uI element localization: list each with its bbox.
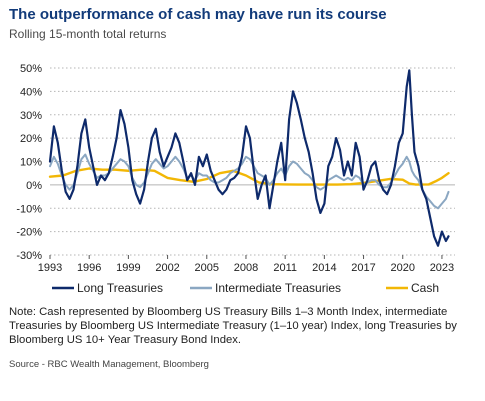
x-tick-label: 2020 [390,262,414,274]
x-tick-label: 2002 [155,262,179,274]
x-tick-label: 2008 [234,262,258,274]
y-axis-ticks: -30% -20% -10% 0% 10% 20% 30% 40% 50% [16,63,42,262]
y-tick-label: 0% [26,180,42,192]
series-line-intermediate-treasuries [49,153,450,210]
y-tick-label: 10% [20,157,42,169]
y-tick-label: 40% [20,86,42,98]
series-line-long-treasuries [48,69,450,247]
chart-source: Source - RBC Wealth Management, Bloomber… [9,359,209,370]
legend-label: Long Treasuries [77,281,163,295]
x-tick-label: 2014 [312,262,336,274]
y-tick-label: -20% [16,227,42,239]
y-tick-label: -10% [16,203,42,215]
line-chart: -30%-20%-10%0%10%20%30%40%50% 1993 1996 19… [16,63,455,295]
chart-note: Note: Cash represented by Bloomberg US T… [9,306,457,346]
y-tick-label: -30% [16,250,42,262]
x-tick-label: 2005 [195,262,219,274]
y-tick-label: 50% [20,63,42,75]
y-tick-label: 30% [20,110,42,122]
legend-label: Intermediate Treasuries [215,281,341,295]
x-tick-label: 2023 [430,262,454,274]
chart-title: The outperformance of cash may have run … [9,6,387,23]
x-tick-label: 2011 [273,262,297,274]
grid-lines [50,67,455,256]
y-tick-label: 20% [20,133,42,145]
x-tick-label: 2017 [351,262,375,274]
chart-legend: Long Treasuries Intermediate Treasuries Ca… [52,281,439,295]
x-tick-label: 1999 [116,262,140,274]
chart-subtitle: Rolling 15-month total returns [9,27,167,41]
x-axis-ticks: 1993 1996 1999 2002 2005 2008 2011 2014 2017 2020… [38,255,454,274]
x-tick-label: 1993 [38,262,62,274]
x-tick-label: 1996 [77,262,101,274]
legend-label: Cash [411,281,439,295]
series-lines [48,69,450,247]
